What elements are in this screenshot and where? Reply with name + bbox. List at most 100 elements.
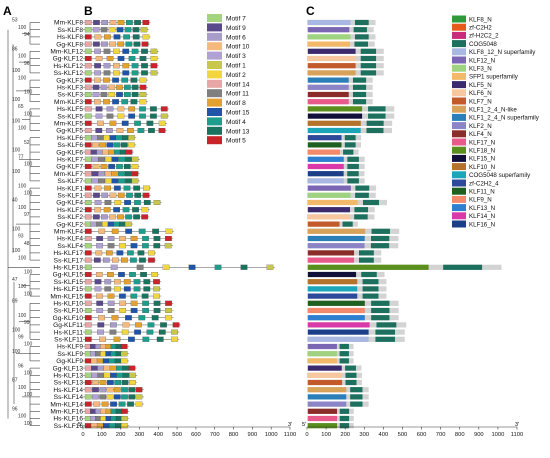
axis-tick-label: 0 xyxy=(305,432,308,438)
motif-box xyxy=(162,264,170,270)
motif-box xyxy=(158,128,166,134)
motif-box xyxy=(84,329,92,335)
domain-legend-swatch xyxy=(452,64,466,72)
motif-box xyxy=(143,286,151,292)
motif-box xyxy=(108,27,116,33)
motif-box xyxy=(103,48,111,54)
motif-box xyxy=(94,77,101,83)
motif-box xyxy=(101,192,109,198)
domain-box xyxy=(308,243,365,249)
domain-box xyxy=(358,250,374,256)
motif-box xyxy=(96,423,104,429)
domain-legend-swatch xyxy=(452,15,466,23)
motif-box xyxy=(113,207,121,213)
motif-box xyxy=(116,372,124,378)
motif-legend-label: Motif 7 xyxy=(226,16,246,23)
motif-box xyxy=(84,300,92,306)
motif-box xyxy=(143,200,151,206)
domain-box xyxy=(375,329,395,335)
bootstrap-value: 100 xyxy=(12,169,21,175)
motif-box xyxy=(153,300,161,306)
domain-legend-swatch xyxy=(452,122,466,130)
motif-box xyxy=(146,120,154,126)
domain-box xyxy=(308,178,344,184)
motif-box xyxy=(152,228,160,234)
motif-box xyxy=(125,156,132,162)
motif-box xyxy=(153,308,161,314)
domain-box xyxy=(308,99,349,105)
motif-box xyxy=(113,70,120,76)
motif-box xyxy=(111,228,119,234)
motif-box xyxy=(97,365,105,371)
motif-box xyxy=(123,279,131,285)
motif-box xyxy=(104,178,112,184)
taxon-label: Ss-KLF1 xyxy=(57,193,83,200)
motif-box xyxy=(94,99,101,105)
motif-box xyxy=(94,185,102,191)
bootstrap-value: 93 xyxy=(18,234,24,240)
taxon-label: Ss-KLF9 xyxy=(57,351,83,358)
motif-box xyxy=(98,171,105,177)
motif-box xyxy=(124,221,132,227)
motif-box xyxy=(165,236,172,242)
motif-box xyxy=(131,164,139,170)
domain-box xyxy=(375,336,395,342)
taxon-label: Hs-KLF14 xyxy=(53,387,83,394)
motif-box xyxy=(127,250,134,256)
motif-box xyxy=(109,20,117,26)
motif-box xyxy=(92,27,100,33)
motif-box xyxy=(165,300,172,306)
motif-box xyxy=(171,336,178,342)
motif-box xyxy=(84,120,92,126)
domain-legend-swatch xyxy=(452,154,466,162)
motif-box xyxy=(133,214,140,220)
motif-box xyxy=(84,257,92,263)
motif-box xyxy=(84,243,92,249)
motif-box xyxy=(84,228,92,234)
taxon-label: Gg-KLF15 xyxy=(53,272,84,279)
motif-box xyxy=(84,372,92,378)
motif-box xyxy=(84,200,92,206)
motif-box xyxy=(151,272,159,278)
domain-box xyxy=(308,228,366,234)
domain-box xyxy=(371,228,390,234)
motif-box xyxy=(114,279,121,285)
motif-box xyxy=(93,401,101,407)
motif-box xyxy=(130,293,138,299)
motif-box xyxy=(99,394,107,400)
motif-box xyxy=(102,149,110,155)
motif-box xyxy=(94,286,102,292)
bootstrap-value: 100 xyxy=(12,147,21,153)
domain-box xyxy=(308,351,337,357)
motif-box xyxy=(109,41,116,47)
taxon-label: Mm-KLF15 xyxy=(50,293,83,300)
domain-box xyxy=(339,351,349,357)
motif-box xyxy=(113,63,120,69)
domain-legend-swatch xyxy=(452,138,466,146)
motif-box xyxy=(128,394,136,400)
motif-box xyxy=(131,48,139,54)
motif-box xyxy=(121,387,128,393)
motif-box xyxy=(135,394,143,400)
domain-box xyxy=(308,27,350,33)
motif-legend-swatch xyxy=(207,61,222,69)
motif-box xyxy=(120,351,128,357)
motif-box xyxy=(96,300,104,306)
axis-tick-label: 100 xyxy=(97,432,107,438)
motif-box xyxy=(142,336,150,342)
motif-box xyxy=(122,48,130,54)
motif-box xyxy=(139,257,146,263)
motif-box xyxy=(84,286,92,292)
bootstrap-value: 100 xyxy=(24,392,33,398)
domain-box xyxy=(342,221,353,227)
motif-box xyxy=(110,322,117,328)
bootstrap-value: 100 xyxy=(24,342,33,348)
motif-box xyxy=(118,156,126,162)
motif-box xyxy=(132,34,140,40)
motif-box xyxy=(137,128,145,134)
motif-box xyxy=(130,99,138,105)
motif-box xyxy=(102,423,110,429)
taxon-label: Mm-KLF5 xyxy=(54,121,83,128)
motif-box xyxy=(104,200,112,206)
